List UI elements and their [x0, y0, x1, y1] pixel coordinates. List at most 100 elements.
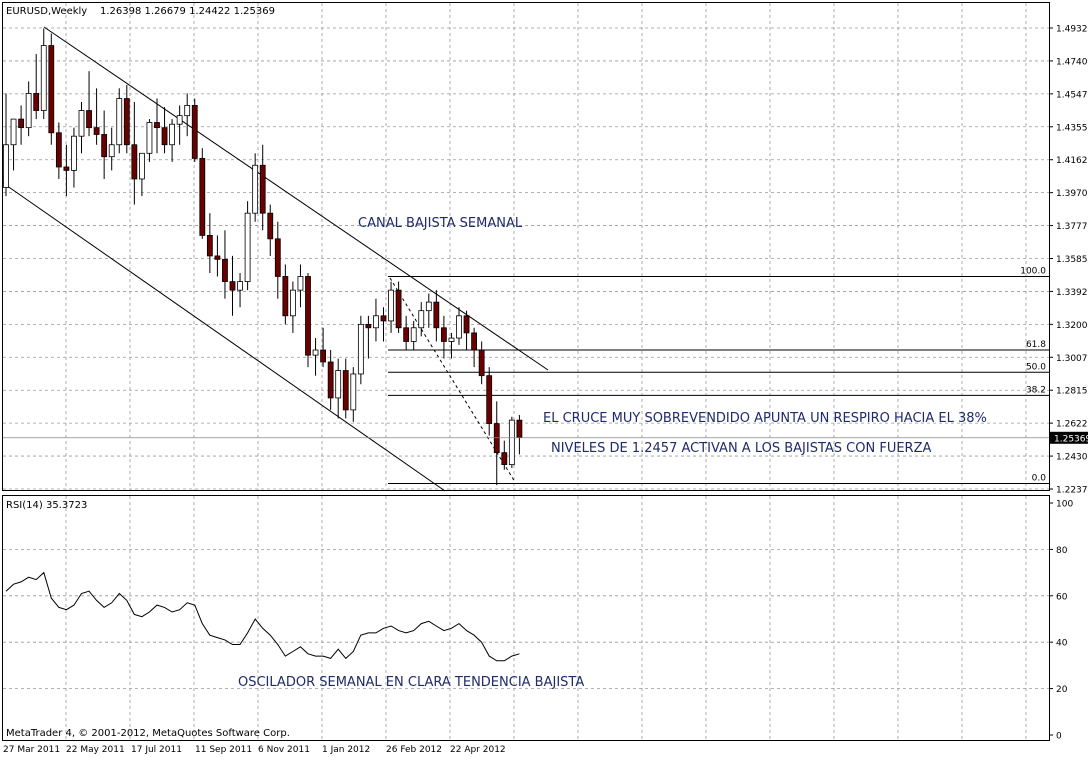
candle — [289, 281, 296, 333]
rsi-label: RSI(14) 35.3723 — [6, 500, 87, 511]
candle-body — [335, 370, 342, 399]
candle — [342, 358, 349, 419]
candle-body — [18, 118, 25, 129]
channel-lower-line — [2, 182, 446, 492]
annotation-cross: EL CRUCE MUY SOBREVENDIDO APUNTA UN RESP… — [543, 411, 987, 426]
candle — [229, 255, 236, 316]
candle-body — [222, 258, 228, 282]
candle — [25, 81, 32, 137]
candle — [471, 327, 478, 368]
candle-body — [508, 419, 515, 466]
y-tick-label: 1.35850 — [1056, 255, 1088, 265]
candle — [440, 315, 447, 359]
candle-body — [71, 135, 77, 171]
candle — [108, 127, 115, 171]
candle — [199, 148, 206, 239]
x-tick-label: 1 Jan 2012 — [322, 745, 370, 755]
candle — [501, 440, 508, 470]
y-tick-label: 1.41625 — [1056, 156, 1088, 166]
candle — [508, 416, 515, 469]
y-tick-label: 1.45475 — [1056, 90, 1088, 100]
candle-body — [161, 127, 168, 146]
fibonacci-levels: 100.0 61.8 50.0 38.2 0.0 — [388, 266, 1049, 484]
candle-body — [48, 45, 55, 134]
candle — [244, 201, 251, 291]
candle — [320, 327, 327, 368]
candle — [93, 88, 100, 145]
rsi-line — [5, 571, 520, 662]
candle-body — [297, 276, 304, 291]
candle — [282, 264, 289, 325]
candle-body — [25, 93, 32, 129]
channel-upper-line — [43, 26, 549, 371]
candle-body — [410, 327, 417, 342]
candle-body — [63, 166, 70, 171]
candle-body — [10, 118, 17, 146]
y-tick-label: 1.43550 — [1056, 123, 1088, 133]
candle-body — [320, 349, 327, 363]
candle — [327, 350, 334, 410]
x-tick-label: 22 May 2011 — [66, 745, 125, 755]
candle — [191, 98, 198, 162]
candle — [516, 415, 523, 455]
main-panel-frame — [2, 2, 1050, 491]
y-tick-label: 1.33925 — [1056, 288, 1088, 298]
candle — [33, 54, 40, 120]
candle — [176, 105, 183, 145]
candle-body — [403, 327, 410, 342]
candle-body — [312, 349, 319, 356]
y-tick-label: 1.47400 — [1056, 57, 1088, 67]
candle — [433, 290, 440, 342]
candle-body — [237, 281, 243, 291]
candle-body — [229, 281, 236, 291]
candle — [448, 332, 455, 359]
candle — [305, 273, 311, 368]
annotation-levels: NIVELES DE 1.2457 ACTIVAN A LOS BAJISTAS… — [551, 441, 931, 456]
candle-body — [244, 212, 251, 282]
candle — [463, 310, 470, 351]
annotation-channel: CANAL BAJISTA SEMANAL — [358, 216, 523, 231]
fib-level-label: 38.2 — [1026, 385, 1046, 395]
candle — [395, 281, 402, 333]
candle-body — [101, 134, 108, 158]
candle-body — [471, 332, 478, 351]
candle-body — [440, 327, 447, 342]
y-tick-label: 100 — [1056, 500, 1073, 510]
fib-level-label: 50.0 — [1026, 362, 1046, 372]
candle — [380, 307, 387, 342]
candle — [161, 107, 168, 154]
fib-level-label: 61.8 — [1026, 340, 1046, 350]
candle — [214, 235, 221, 277]
candle-body — [350, 373, 357, 411]
candle — [373, 298, 379, 342]
y-tick-label: 1.39700 — [1056, 189, 1088, 199]
candle — [252, 153, 259, 222]
x-tick-label: 11 Sep 2011 — [195, 745, 252, 755]
candle — [267, 204, 274, 256]
candle — [78, 101, 85, 154]
y-tick-label: 1.37775 — [1056, 222, 1088, 232]
candle-body — [176, 115, 183, 125]
grid — [3, 3, 1049, 740]
candle — [48, 33, 55, 145]
rsi-panel-frame — [2, 495, 1050, 741]
annotation-oscillator: OSCILADOR SEMANAL EN CLARA TENDENCIA BAJ… — [238, 675, 584, 690]
candle — [123, 84, 130, 154]
candle-body — [380, 315, 387, 322]
rsi-line-group — [5, 571, 520, 662]
candle — [18, 105, 25, 145]
candle-body — [365, 323, 372, 329]
y-tick-label: 1.32000 — [1056, 321, 1088, 331]
y-tick-label: 1.28150 — [1056, 387, 1088, 397]
candle-body — [463, 315, 470, 334]
x-tick-label: 27 Mar 2011 — [3, 745, 60, 755]
candle-body — [116, 98, 123, 146]
candle-body — [184, 105, 191, 117]
x-tick-label: 22 Apr 2012 — [450, 745, 506, 755]
candle-body — [154, 122, 160, 129]
candle-body — [388, 289, 394, 322]
candle-body — [146, 122, 153, 154]
candle-body — [282, 276, 289, 317]
y-tick-label: 1.24300 — [1056, 453, 1088, 463]
candle-body — [33, 93, 40, 111]
